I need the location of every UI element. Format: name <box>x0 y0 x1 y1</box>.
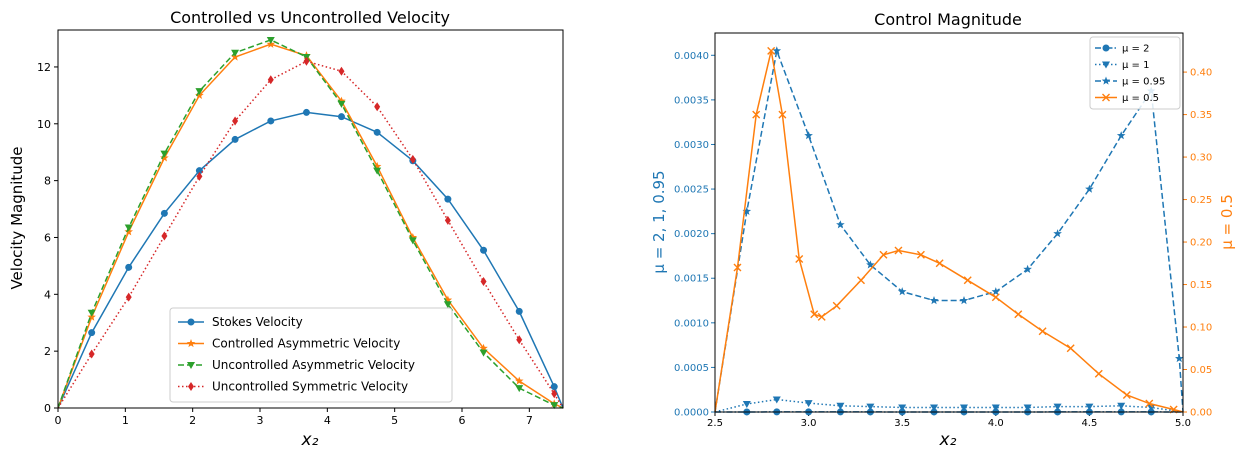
x-tick-label: 0 <box>55 414 62 427</box>
y-left-tick-label: 0.0000 <box>674 408 709 419</box>
y-left-tick-label: 0.0035 <box>674 95 709 106</box>
data-point <box>161 210 168 217</box>
y-right-tick-label: 0.15 <box>1190 280 1212 291</box>
x-tick-label: 5.0 <box>1175 418 1191 429</box>
x-tick-label: 1 <box>122 414 129 427</box>
legend-label: Stokes Velocity <box>212 315 303 329</box>
x-tick-label: 7 <box>526 414 533 427</box>
y-right-tick-label: 0.25 <box>1190 195 1212 206</box>
legend-item: Uncontrolled Asymmetric Velocity <box>178 358 415 372</box>
x-tick-label: 4.5 <box>1081 418 1097 429</box>
legend-label: μ = 1 <box>1122 60 1149 71</box>
legend-label: μ = 2 <box>1122 44 1149 55</box>
data-point <box>480 247 487 254</box>
data-point <box>303 109 310 116</box>
y-right-tick-label: 0.30 <box>1190 153 1212 164</box>
y-right-tick-label: 0.35 <box>1190 110 1212 121</box>
legend-item: Controlled Asymmetric Velocity <box>178 337 400 351</box>
y-tick-label: 4 <box>44 288 51 301</box>
y-tick-label: 0 <box>44 402 51 415</box>
y-tick-label: 6 <box>44 231 51 244</box>
y-right-tick-label: 0.10 <box>1190 323 1212 334</box>
control-chart-legend: μ = 2 μ = 1 μ = 0.95 μ = 0.5 <box>1090 37 1180 109</box>
y-left-tick-label: 0.0025 <box>674 185 709 196</box>
x-tick-label: 5 <box>391 414 398 427</box>
x-tick-label: 6 <box>459 414 466 427</box>
legend-label: Uncontrolled Asymmetric Velocity <box>212 358 415 372</box>
control-chart-ylabel-left: μ = 2, 1, 0.95 <box>650 170 668 273</box>
x-tick-label: 2.5 <box>707 418 723 429</box>
y-left-tick-label: 0.0005 <box>674 363 709 374</box>
data-point <box>338 113 345 120</box>
legend-label: Uncontrolled Symmetric Velocity <box>212 380 408 394</box>
data-point <box>267 117 274 124</box>
x-tick-label: 2 <box>189 414 196 427</box>
data-point <box>374 129 381 136</box>
velocity-chart-legend: Stokes Velocity Controlled Asymmetric Vel… <box>170 308 452 402</box>
legend-label: Controlled Asymmetric Velocity <box>212 337 400 351</box>
y-right-tick-label: 0.40 <box>1190 68 1212 79</box>
x-tick-label: 4.0 <box>988 418 1004 429</box>
control-chart-title: Control Magnitude <box>874 10 1022 29</box>
x-tick-label: 3.0 <box>801 418 817 429</box>
y-left-tick-label: 0.0015 <box>674 274 709 285</box>
data-point <box>232 136 239 143</box>
y-left-tick-label: 0.0030 <box>674 140 709 151</box>
control-chart-xlabel: x₂ <box>939 430 957 450</box>
velocity-chart-title: Controlled vs Uncontrolled Velocity <box>170 8 450 27</box>
y-tick-label: 12 <box>37 61 51 74</box>
y-tick-label: 2 <box>44 345 51 358</box>
y-left-tick-label: 0.0020 <box>674 229 709 240</box>
legend-marker <box>188 319 195 326</box>
y-left-tick-label: 0.0040 <box>674 51 709 62</box>
data-point <box>88 329 95 336</box>
velocity-chart-ylabel: Velocity Magnitude <box>8 146 26 289</box>
data-point <box>516 308 523 315</box>
legend-marker <box>1103 45 1110 52</box>
y-tick-label: 10 <box>37 118 51 131</box>
data-point <box>125 264 132 271</box>
x-tick-label: 4 <box>324 414 331 427</box>
legend-label: μ = 0.5 <box>1122 93 1159 104</box>
x-tick-label: 3.5 <box>894 418 910 429</box>
legend-label: μ = 0.95 <box>1122 77 1165 88</box>
y-left-tick-label: 0.0010 <box>674 318 709 329</box>
x-tick-label: 3 <box>257 414 264 427</box>
data-point <box>444 196 451 203</box>
velocity-chart-xlabel: x₂ <box>301 430 319 450</box>
y-tick-label: 8 <box>44 175 51 188</box>
legend-item: Uncontrolled Symmetric Velocity <box>178 380 408 394</box>
y-right-tick-label: 0.20 <box>1190 238 1212 249</box>
data-point <box>551 383 558 390</box>
y-right-tick-label: 0.05 <box>1190 365 1212 376</box>
control-chart-ylabel-right: μ = 0.5 <box>1218 194 1236 250</box>
y-right-tick-label: 0.00 <box>1190 408 1212 419</box>
